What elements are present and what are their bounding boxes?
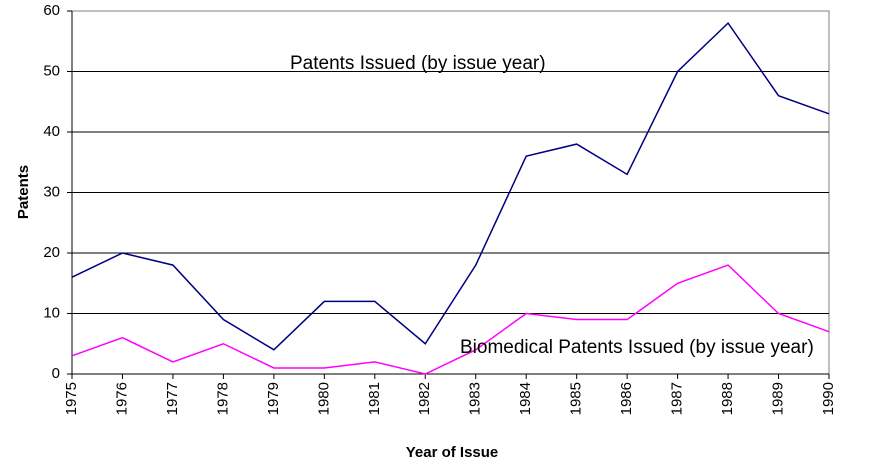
- series-label: Biomedical Patents Issued (by issue year…: [460, 337, 814, 358]
- y-tick-label: 60: [43, 2, 60, 19]
- x-tick-label: 1982: [416, 382, 433, 415]
- y-tick-label: 30: [43, 183, 60, 200]
- x-tick-label: 1986: [618, 382, 635, 415]
- series-label: Patents Issued (by issue year): [290, 53, 546, 74]
- x-tick-label: 1979: [265, 382, 282, 415]
- x-axis-title: Year of Issue: [406, 444, 499, 461]
- x-tick-label: 1984: [517, 382, 534, 415]
- x-tick-label: 1990: [820, 382, 837, 415]
- y-tick-label: 20: [43, 244, 60, 261]
- x-tick-label: 1981: [366, 382, 383, 415]
- x-tick-label: 1976: [113, 382, 130, 415]
- x-tick-label: 1977: [164, 382, 181, 415]
- x-tick-label: 1983: [467, 382, 484, 415]
- y-axis-title: Patents: [15, 165, 32, 219]
- y-tick-label: 10: [43, 304, 60, 321]
- x-tick-label: 1989: [770, 382, 787, 415]
- series-line: [71, 21, 830, 351]
- y-tick-label: 50: [43, 62, 60, 79]
- x-tick-label: 1975: [63, 382, 80, 415]
- x-tick-label: 1978: [214, 382, 231, 415]
- x-tick-label: 1988: [719, 382, 736, 415]
- x-tick-label: 1985: [568, 382, 585, 415]
- x-tick-label: 1987: [669, 382, 686, 415]
- y-tick-label: 40: [43, 123, 60, 140]
- x-tick-label: 1980: [315, 382, 332, 415]
- series-line: [71, 264, 830, 375]
- y-tick-label: 0: [52, 365, 60, 382]
